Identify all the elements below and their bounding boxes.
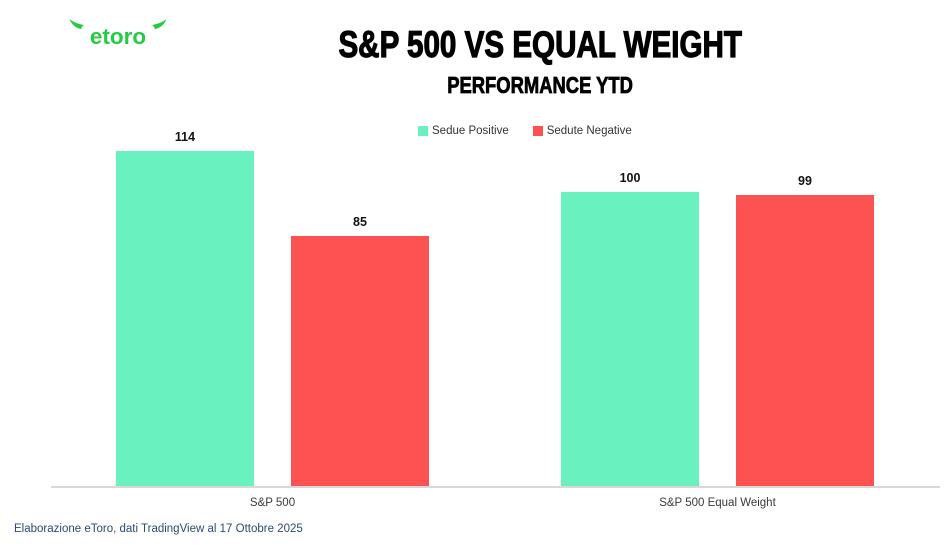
bar-value-label: 114 xyxy=(174,130,196,144)
logo-text: etoro xyxy=(90,24,146,49)
bar xyxy=(116,151,254,486)
bar-value-label: 85 xyxy=(353,215,367,229)
category-label: S&P 500 xyxy=(249,497,296,509)
chart-title: S&P 500 VS EQUAL WEIGHT xyxy=(338,23,743,65)
bar xyxy=(561,192,699,486)
source-note: Elaborazione eToro, dati TradingView al … xyxy=(14,523,303,535)
legend-item: Sedue Positive xyxy=(418,125,509,137)
bull-horn-left-icon xyxy=(69,19,84,30)
legend-swatch-icon xyxy=(418,126,428,136)
bar-chart-plot: 114 85 S&P 500 100 99 S&P 500 Equal Weight xyxy=(51,130,940,509)
legend-item: Sedute Negative xyxy=(532,125,632,137)
chart-subtitle: PERFORMANCE YTD xyxy=(447,72,633,99)
etoro-logo: etoro xyxy=(69,19,167,49)
bar-value-label: 100 xyxy=(619,171,641,185)
bar xyxy=(736,195,874,486)
bar-value-label: 99 xyxy=(798,174,812,188)
bar xyxy=(291,236,429,486)
category-label: S&P 500 Equal Weight xyxy=(659,497,776,509)
bull-horn-right-icon xyxy=(152,19,167,30)
legend: Sedue Positive Sedute Negative xyxy=(418,125,632,137)
legend-label: Sedute Negative xyxy=(546,125,632,137)
legend-swatch-icon xyxy=(532,126,543,136)
legend-label: Sedue Positive xyxy=(432,125,509,137)
